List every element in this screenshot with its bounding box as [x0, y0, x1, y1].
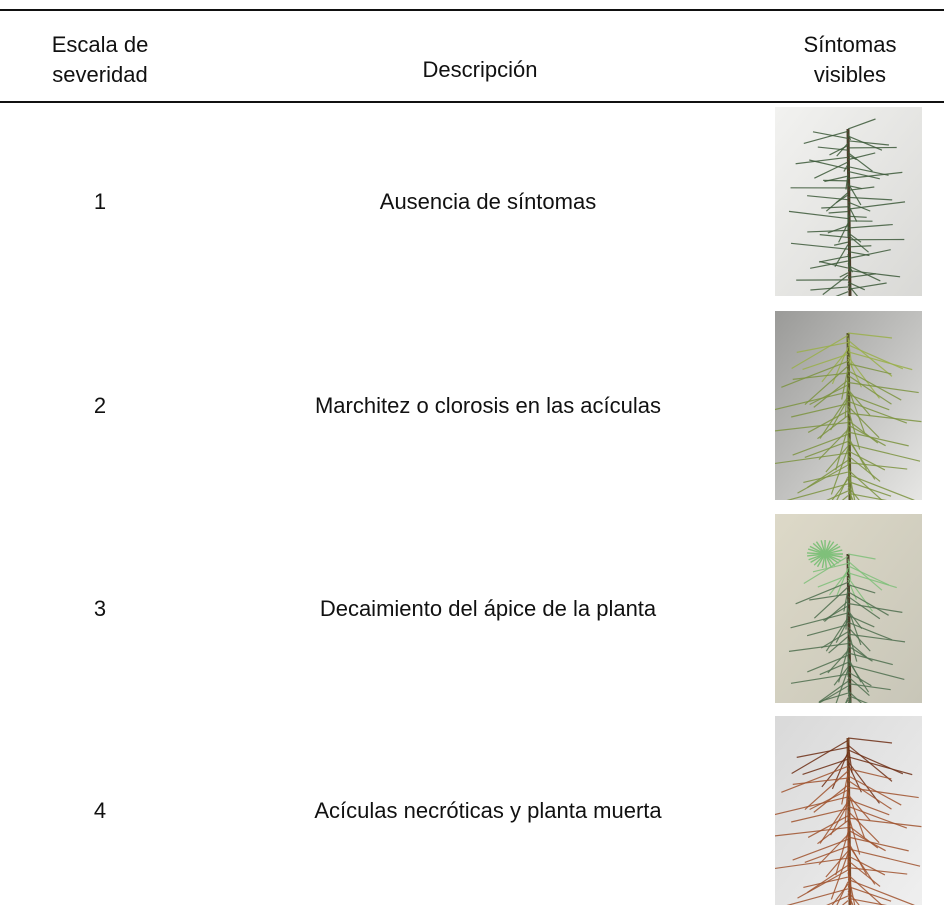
header-cell: Escala de severidad — [20, 20, 180, 100]
severity-number: 1 — [93, 189, 107, 214]
symptom-photo — [775, 107, 922, 296]
description: Marchitez o clorosis en las acículas — [314, 393, 662, 418]
description: Ausencia de síntomas — [379, 189, 597, 214]
header-text: severidad — [52, 62, 148, 87]
top-rule — [0, 9, 944, 11]
severity-number: 4 — [93, 798, 107, 823]
description: Decaimiento del ápice de la planta — [319, 596, 657, 621]
severity-number: 2 — [93, 393, 107, 418]
header-text: Síntomas — [803, 32, 897, 57]
symptom-photo — [775, 514, 922, 703]
header-cell: Síntomas visibles — [770, 20, 930, 100]
header-cell: Descripción — [300, 52, 660, 88]
severity-number: 3 — [93, 596, 107, 621]
header-text: Descripción — [422, 57, 538, 82]
symptom-photo — [775, 716, 922, 905]
symptom-photo — [775, 311, 922, 500]
header-text: Escala de — [51, 32, 149, 57]
header-rule — [0, 101, 944, 103]
header-text: visibles — [813, 62, 887, 87]
description: Acículas necróticas y planta muerta — [314, 798, 662, 823]
